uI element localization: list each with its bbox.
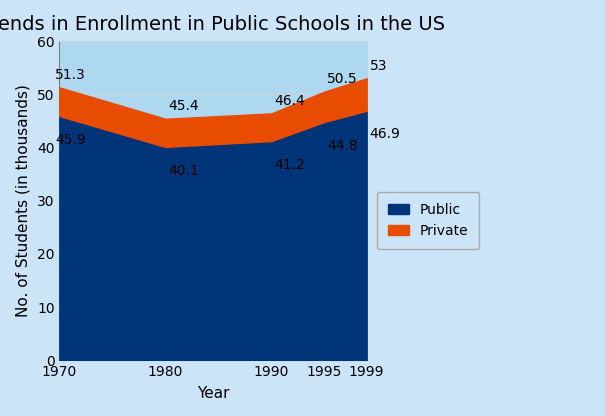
Text: 53: 53 [370,59,387,73]
Text: 44.8: 44.8 [327,139,358,153]
Text: 46.4: 46.4 [274,94,305,108]
Text: 45.4: 45.4 [168,99,199,113]
Y-axis label: No. of Students (in thousands): No. of Students (in thousands) [15,84,30,317]
Text: 40.1: 40.1 [168,163,199,178]
Text: 51.3: 51.3 [55,68,86,82]
Text: 50.5: 50.5 [327,72,358,86]
Text: 45.9: 45.9 [55,133,86,147]
Title: Trends in Enrollment in Public Schools in the US: Trends in Enrollment in Public Schools i… [0,15,445,34]
Text: 46.9: 46.9 [370,127,401,141]
Text: 41.2: 41.2 [274,158,305,172]
Legend: Public, Private: Public, Private [377,192,480,249]
X-axis label: Year: Year [197,386,229,401]
